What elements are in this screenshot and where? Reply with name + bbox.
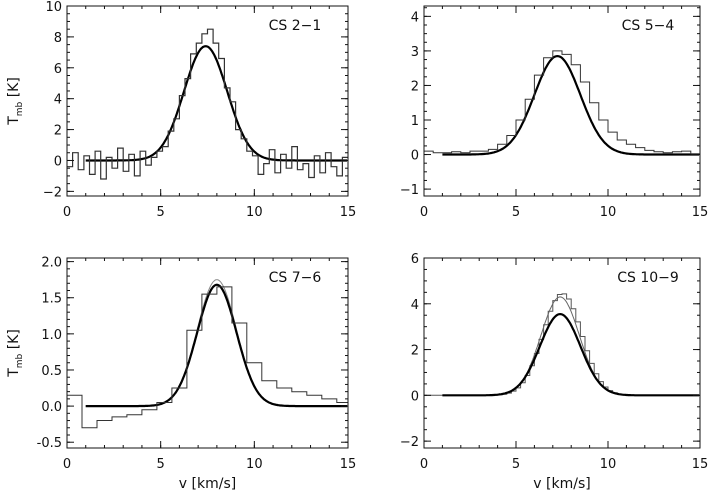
series-fit-thick — [85, 283, 348, 408]
x-tick-label: 10 — [246, 457, 263, 472]
x-tick-label: 15 — [692, 205, 709, 220]
x-tick-label: 15 — [692, 457, 709, 472]
panel-label: CS 7−6 — [269, 270, 322, 286]
y-axis-label: Tmb [K] — [6, 329, 25, 378]
y-tick-label: 10 — [45, 0, 62, 15]
series-fit-thick — [442, 54, 700, 156]
x-tick-label: 0 — [420, 457, 428, 472]
series-step — [424, 293, 700, 396]
x-tick-label: 15 — [340, 457, 357, 472]
x-tick-label: 5 — [157, 205, 165, 220]
y-tick-label: 0 — [411, 149, 419, 164]
x-axis-label: v [km/s] — [179, 476, 236, 492]
series-fit-thin — [85, 279, 348, 407]
plot-area — [424, 293, 700, 397]
y-tick-label: 1.0 — [41, 328, 62, 343]
y-tick-label: 8 — [54, 31, 62, 46]
panel-3: 0 5 10 15 -0.5 0.0 0.5 1.0 1.5 2.0 CS 7−6 v [km/s] T… — [6, 256, 356, 492]
x-tick-label: 10 — [246, 205, 263, 220]
x-tick-label: 5 — [157, 457, 165, 472]
y-tick-label: 4 — [54, 93, 62, 108]
plot-frame — [66, 257, 349, 449]
panel-label: CS 2−1 — [269, 18, 322, 34]
y-tick-label: 6 — [54, 62, 62, 77]
series-fit-thick — [85, 45, 348, 162]
y-tick-label: -0.5 — [37, 436, 62, 451]
y-tick-label: 4 — [411, 298, 419, 313]
x-tick-label: 5 — [512, 205, 520, 220]
x-tick-label: 0 — [63, 457, 71, 472]
series-step — [67, 286, 348, 429]
panel-label: CS 10−9 — [617, 270, 679, 286]
x-tick-label: 0 — [63, 205, 71, 220]
y-axis-label-main: T — [6, 116, 22, 126]
y-tick-label: 0.0 — [41, 400, 62, 415]
y-tick-label: 3 — [411, 45, 419, 60]
x-tick-label: 15 — [340, 205, 357, 220]
y-axis-label-unit: [K] — [6, 77, 22, 102]
x-tick-label: 10 — [600, 205, 617, 220]
series-step — [424, 50, 700, 155]
x-tick-label: 0 — [420, 205, 428, 220]
y-tick-label: 6 — [411, 252, 419, 267]
y-tick-label: −2 — [43, 185, 62, 200]
y-tick-label: 2.0 — [41, 256, 62, 271]
y-tick-label: 1 — [411, 114, 419, 129]
y-tick-label: 2 — [411, 344, 419, 359]
plot-area — [67, 279, 348, 429]
y-axis-label-sub: mb — [15, 101, 25, 116]
plot-frame — [423, 257, 701, 449]
series-noisy-step — [67, 28, 348, 180]
x-tick-label: 5 — [512, 457, 520, 472]
y-tick-label: 0 — [54, 154, 62, 169]
plot-frame — [423, 5, 701, 197]
y-tick-label: 2 — [411, 79, 419, 94]
y-axis-label-main: T — [6, 368, 22, 378]
y-tick-label: 0.5 — [41, 364, 62, 379]
y-axis-label-unit: [K] — [6, 329, 22, 354]
y-tick-label: −1 — [400, 183, 419, 198]
x-axis-label: v [km/s] — [533, 476, 590, 492]
y-tick-label: −2 — [400, 435, 419, 450]
y-tick-label: 1.5 — [41, 292, 62, 307]
series-fit-thin — [442, 296, 700, 396]
y-tick-label: 0 — [411, 389, 419, 404]
y-tick-label: 4 — [411, 10, 419, 25]
plot-frame — [66, 5, 349, 197]
panel-label: CS 5−4 — [622, 18, 675, 34]
plot-area — [67, 28, 348, 180]
y-tick-label: 2 — [54, 124, 62, 139]
series-fit-thick — [442, 312, 700, 397]
plot-area — [424, 50, 700, 156]
y-axis-label: Tmb [K] — [6, 77, 25, 126]
x-tick-label: 10 — [600, 457, 617, 472]
y-axis-label-sub: mb — [15, 353, 25, 368]
